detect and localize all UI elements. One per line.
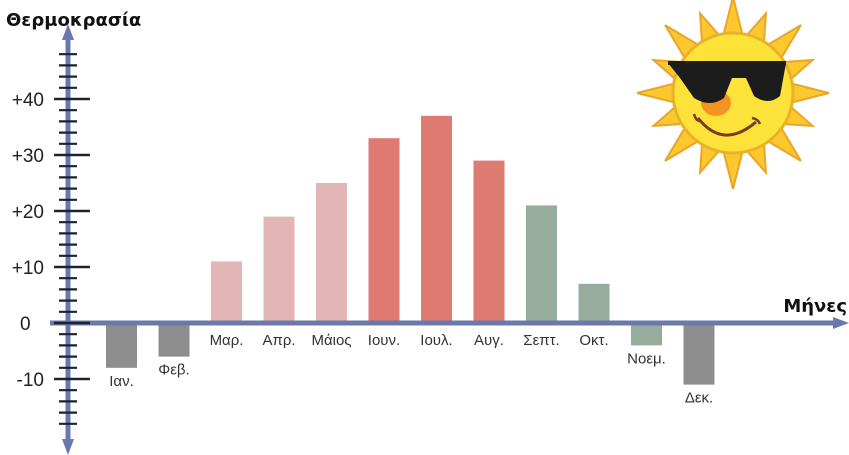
tick-labels-group: +40 +30 +20 +10 0 -10 <box>12 90 44 391</box>
category-label-6: Ιουν. <box>368 332 400 349</box>
y-tick-label-5: 0 <box>20 314 31 335</box>
category-label-12: Δεκ. <box>685 390 713 407</box>
category-label-9: Σεπτ. <box>523 332 559 349</box>
x-axis-arrow-right <box>833 317 849 329</box>
bar-4 <box>263 216 295 323</box>
category-label-3: Μαρ. <box>210 332 244 349</box>
bar-7 <box>421 115 452 323</box>
bar-9 <box>526 205 557 323</box>
minor-ticks-group <box>59 53 77 425</box>
bar-2 <box>158 323 190 357</box>
bar-12 <box>683 323 715 385</box>
y-axis-arrow-up <box>62 24 74 40</box>
bar-1 <box>106 323 137 368</box>
y-tick-label-2: +30 <box>12 146 44 167</box>
category-label-2: Φεβ. <box>158 362 189 379</box>
sun-smile <box>696 117 757 137</box>
sunglasses <box>668 63 786 103</box>
y-axis-title: Θερμοκρασία <box>6 10 141 31</box>
sun-smile-cheek-left <box>692 113 701 123</box>
y-tick-label-3: +20 <box>12 202 44 223</box>
sun-ray <box>636 81 677 105</box>
major-ticks-group <box>54 97 90 381</box>
y-tick-label-4: +10 <box>12 258 44 279</box>
category-label-8: Αυγ. <box>474 332 504 349</box>
y-axis-arrow-down <box>62 439 74 455</box>
bar-11 <box>631 323 662 346</box>
category-label-5: Μάιος <box>311 332 351 349</box>
bar-8 <box>473 160 505 323</box>
x-axis-title: Μήνες <box>783 296 847 317</box>
bar-3 <box>211 261 242 323</box>
y-tick-label-6: -10 <box>17 370 44 391</box>
bars-group <box>106 115 715 385</box>
sun-with-sunglasses-icon <box>636 0 830 190</box>
bar-6 <box>368 138 400 323</box>
category-label-7: Ιουλ. <box>420 332 452 349</box>
sun-ray <box>721 149 745 190</box>
bar-5 <box>316 183 347 323</box>
sun-smile-cheek-right <box>751 116 762 125</box>
bar-10 <box>578 283 610 323</box>
category-label-1: Ιαν. <box>109 373 134 390</box>
sun-ray <box>721 0 745 37</box>
sun-ray <box>789 81 830 105</box>
category-labels-group: Ιαν. Φεβ. Μαρ. Απρ. Μάιος Ιουν. Ιουλ. Αυγ. Σεπτ.… <box>109 332 713 407</box>
y-tick-label-1: +40 <box>12 90 44 111</box>
category-label-4: Απρ. <box>262 332 295 349</box>
category-label-11: Νοεμ. <box>627 350 666 367</box>
category-label-10: Οκτ. <box>579 332 608 349</box>
